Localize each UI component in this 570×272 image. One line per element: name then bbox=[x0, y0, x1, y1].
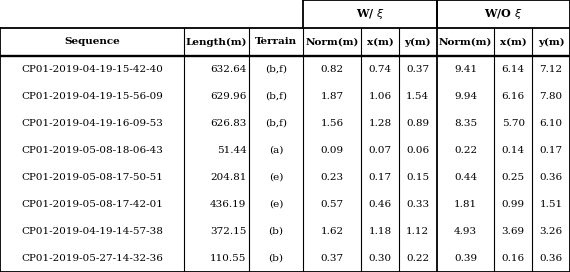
Text: Terrain: Terrain bbox=[255, 38, 297, 47]
Text: 1.06: 1.06 bbox=[368, 92, 392, 101]
Text: 0.07: 0.07 bbox=[368, 146, 392, 155]
Text: x(m): x(m) bbox=[500, 38, 527, 47]
Text: (b): (b) bbox=[268, 227, 283, 236]
Text: x(m): x(m) bbox=[367, 38, 393, 47]
Text: 9.94: 9.94 bbox=[454, 92, 477, 101]
Text: 632.64: 632.64 bbox=[210, 65, 246, 74]
Text: Norm(m): Norm(m) bbox=[439, 38, 492, 47]
Text: (e): (e) bbox=[269, 173, 283, 182]
Text: CP01-2019-04-19-16-09-53: CP01-2019-04-19-16-09-53 bbox=[21, 119, 163, 128]
Text: 0.23: 0.23 bbox=[321, 173, 344, 182]
Text: 0.06: 0.06 bbox=[406, 146, 429, 155]
Text: 3.69: 3.69 bbox=[502, 227, 525, 236]
Text: 3.26: 3.26 bbox=[540, 227, 563, 236]
Text: 0.09: 0.09 bbox=[321, 146, 344, 155]
Text: 0.25: 0.25 bbox=[502, 173, 525, 182]
Text: 0.22: 0.22 bbox=[406, 254, 429, 263]
Text: (e): (e) bbox=[269, 200, 283, 209]
Text: 8.35: 8.35 bbox=[454, 119, 477, 128]
Text: 0.46: 0.46 bbox=[368, 200, 392, 209]
Text: W/O $\xi$: W/O $\xi$ bbox=[484, 7, 523, 21]
Text: 1.28: 1.28 bbox=[368, 119, 392, 128]
Text: CP01-2019-04-19-15-56-09: CP01-2019-04-19-15-56-09 bbox=[21, 92, 163, 101]
Text: (b,f): (b,f) bbox=[265, 65, 287, 74]
Text: 436.19: 436.19 bbox=[210, 200, 246, 209]
Text: 7.80: 7.80 bbox=[540, 92, 563, 101]
Text: Sequence: Sequence bbox=[64, 38, 120, 47]
Text: 0.36: 0.36 bbox=[540, 254, 563, 263]
Text: 372.15: 372.15 bbox=[210, 227, 246, 236]
Text: 0.17: 0.17 bbox=[368, 173, 392, 182]
Text: 110.55: 110.55 bbox=[210, 254, 246, 263]
Text: 1.12: 1.12 bbox=[406, 227, 429, 236]
Text: 0.16: 0.16 bbox=[502, 254, 525, 263]
Text: 1.56: 1.56 bbox=[321, 119, 344, 128]
Text: 0.14: 0.14 bbox=[502, 146, 525, 155]
Text: 9.41: 9.41 bbox=[454, 65, 477, 74]
Text: 0.74: 0.74 bbox=[368, 65, 392, 74]
Text: 0.37: 0.37 bbox=[406, 65, 429, 74]
Text: 204.81: 204.81 bbox=[210, 173, 246, 182]
Text: 1.18: 1.18 bbox=[368, 227, 392, 236]
Text: 0.36: 0.36 bbox=[540, 173, 563, 182]
Text: (a): (a) bbox=[269, 146, 283, 155]
Text: Norm(m): Norm(m) bbox=[306, 38, 359, 47]
Text: 0.22: 0.22 bbox=[454, 146, 477, 155]
Text: Length(m): Length(m) bbox=[186, 38, 247, 47]
Text: 626.83: 626.83 bbox=[210, 119, 246, 128]
Text: 0.39: 0.39 bbox=[454, 254, 477, 263]
Text: 4.93: 4.93 bbox=[454, 227, 477, 236]
Text: 5.70: 5.70 bbox=[502, 119, 525, 128]
Text: (b,f): (b,f) bbox=[265, 119, 287, 128]
Text: 7.12: 7.12 bbox=[540, 65, 563, 74]
Text: 0.57: 0.57 bbox=[321, 200, 344, 209]
Text: 1.81: 1.81 bbox=[454, 200, 477, 209]
Text: CP01-2019-04-19-15-42-40: CP01-2019-04-19-15-42-40 bbox=[21, 65, 163, 74]
Text: 6.16: 6.16 bbox=[502, 92, 525, 101]
Text: y(m): y(m) bbox=[405, 38, 431, 47]
Text: 0.44: 0.44 bbox=[454, 173, 477, 182]
Text: y(m): y(m) bbox=[538, 38, 564, 47]
Text: 6.14: 6.14 bbox=[502, 65, 525, 74]
Text: CP01-2019-05-08-18-06-43: CP01-2019-05-08-18-06-43 bbox=[21, 146, 163, 155]
Text: 1.54: 1.54 bbox=[406, 92, 429, 101]
Text: (b,f): (b,f) bbox=[265, 92, 287, 101]
Text: 1.62: 1.62 bbox=[321, 227, 344, 236]
Text: CP01-2019-05-08-17-50-51: CP01-2019-05-08-17-50-51 bbox=[21, 173, 163, 182]
Text: 51.44: 51.44 bbox=[217, 146, 246, 155]
Text: 0.17: 0.17 bbox=[540, 146, 563, 155]
Text: 0.82: 0.82 bbox=[321, 65, 344, 74]
Text: 6.10: 6.10 bbox=[540, 119, 563, 128]
Text: 0.89: 0.89 bbox=[406, 119, 429, 128]
Text: 629.96: 629.96 bbox=[210, 92, 246, 101]
Text: (b): (b) bbox=[268, 254, 283, 263]
Text: 0.37: 0.37 bbox=[321, 254, 344, 263]
Text: CP01-2019-04-19-14-57-38: CP01-2019-04-19-14-57-38 bbox=[21, 227, 163, 236]
Text: 0.33: 0.33 bbox=[406, 200, 429, 209]
Text: CP01-2019-05-27-14-32-36: CP01-2019-05-27-14-32-36 bbox=[21, 254, 163, 263]
Text: 1.87: 1.87 bbox=[321, 92, 344, 101]
Text: CP01-2019-05-08-17-42-01: CP01-2019-05-08-17-42-01 bbox=[21, 200, 163, 209]
Text: 0.30: 0.30 bbox=[368, 254, 392, 263]
Text: 0.15: 0.15 bbox=[406, 173, 429, 182]
Text: 0.99: 0.99 bbox=[502, 200, 525, 209]
Text: 1.51: 1.51 bbox=[540, 200, 563, 209]
Text: W/ $\xi$: W/ $\xi$ bbox=[356, 7, 384, 21]
